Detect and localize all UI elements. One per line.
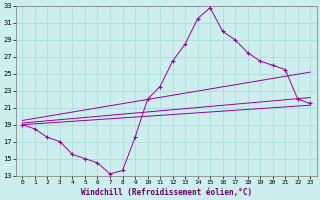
X-axis label: Windchill (Refroidissement éolien,°C): Windchill (Refroidissement éolien,°C) — [81, 188, 252, 197]
